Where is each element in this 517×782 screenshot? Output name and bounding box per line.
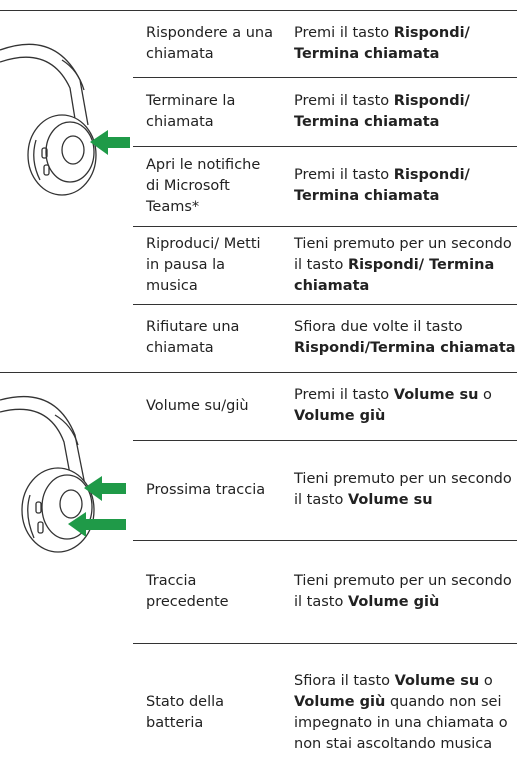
instruction-cell: Tieni premuto per un secondo il tasto Vo… xyxy=(294,440,516,540)
text: Sfiora il tasto xyxy=(294,672,395,689)
action-text: Traccia precedente xyxy=(146,572,229,610)
headset-illustration xyxy=(0,396,126,553)
bold-text: Volume su xyxy=(347,492,433,508)
instruction-cell: Premi il tasto Rispondi/ Termina chiamat… xyxy=(294,146,516,226)
text: Premi il tasto xyxy=(294,167,394,183)
row-rule xyxy=(133,146,517,147)
instruction-cell: Premi il tasto Rispondi/ Termina chiamat… xyxy=(294,77,516,146)
instruction-text: Tieni premuto per un secondo il tasto Vo… xyxy=(294,571,516,613)
instruction-text: Premi il tasto Rispondi/ Termina chiamat… xyxy=(294,91,516,133)
text: quando non sei impegnato in una chiamata… xyxy=(294,693,513,752)
instruction-cell: Tieni premuto per un secondo il tasto Vo… xyxy=(294,540,516,643)
action-cell: Traccia precedente xyxy=(146,540,274,643)
action-cell: Rifiutare una chiamata xyxy=(146,304,274,372)
action-cell: Riproduci/ Metti in pausa la musica xyxy=(146,226,274,304)
row-rule xyxy=(133,304,517,305)
action-text: Stato della batteria xyxy=(146,693,225,731)
instruction-text: Tieni premuto per un secondo il tasto Vo… xyxy=(294,469,516,511)
instruction-cell: Premi il tasto Volume su o Volume giù xyxy=(294,372,516,440)
text: o xyxy=(479,672,498,689)
action-text: Riproduci/ Metti in pausa la musica xyxy=(146,235,261,294)
action-cell: Prossima traccia xyxy=(146,440,274,540)
text: Premi il tasto xyxy=(294,92,394,109)
action-cell: Rispondere a una chiamata xyxy=(146,10,274,77)
action-text: Terminare la chiamata xyxy=(146,92,236,130)
action-text: Prossima traccia xyxy=(146,481,266,498)
headset-illustration xyxy=(0,43,130,196)
instruction-text: Sfiora il tasto Volume su o Volume giù q… xyxy=(294,671,516,755)
action-cell: Stato della batteria xyxy=(146,643,274,782)
row-rule xyxy=(133,643,517,644)
section-rule xyxy=(0,10,517,11)
bold-text: Volume su xyxy=(393,387,479,403)
text: Premi il tasto xyxy=(294,387,394,403)
instruction-cell: Tieni premuto per un secondo il tasto Ri… xyxy=(294,226,516,304)
instruction-text: Premi il tasto Volume su o Volume giù xyxy=(294,385,516,427)
action-cell: Apri le notifiche di Microsoft Teams* xyxy=(146,146,274,226)
action-text: Volume su/giù xyxy=(146,397,249,414)
bold-text: Volume giù xyxy=(347,593,440,610)
instruction-text: Sfiora due volte il tasto Rispondi/Termi… xyxy=(294,317,516,359)
action-text: Rispondere a una chiamata xyxy=(146,24,273,62)
bold-text: Rispondi/ Termina chiamata xyxy=(294,167,475,204)
bold-text: Volume giù xyxy=(294,408,386,424)
row-rule xyxy=(133,540,517,541)
instruction-cell: Sfiora due volte il tasto Rispondi/Termi… xyxy=(294,304,516,372)
bold-text: Rispondi/Termina chiamata xyxy=(294,340,516,356)
bold-text: Rispondi/ Termina chiamata xyxy=(294,256,500,294)
row-rule xyxy=(133,226,517,227)
text: o xyxy=(478,387,497,403)
section-rule xyxy=(0,372,517,373)
row-rule xyxy=(133,440,517,441)
action-cell: Volume su/giù xyxy=(146,372,274,440)
bold-text: Volume giù xyxy=(294,693,386,710)
action-text: Apri le notifiche di Microsoft Teams* xyxy=(146,156,261,215)
instruction-text: Premi il tasto Rispondi/ Termina chiamat… xyxy=(294,23,516,65)
text: Tieni premuto per un secondo il tasto xyxy=(294,572,517,610)
instruction-cell: Premi il tasto Rispondi/ Termina chiamat… xyxy=(294,10,516,77)
text: Tieni premuto per un secondo il tasto xyxy=(294,235,517,273)
action-cell: Terminare la chiamata xyxy=(146,77,274,146)
bold-text: Rispondi/ Termina chiamata xyxy=(294,92,475,130)
text: Tieni premuto per un secondo il tasto xyxy=(294,471,517,508)
instruction-text: Tieni premuto per un secondo il tasto Ri… xyxy=(294,234,516,297)
row-rule xyxy=(133,77,517,78)
instruction-cell: Sfiora il tasto Volume su o Volume giù q… xyxy=(294,643,516,782)
bold-text: Volume su xyxy=(394,672,480,689)
text: Sfiora due volte il tasto xyxy=(294,319,468,335)
action-text: Rifiutare una chiamata xyxy=(146,319,240,356)
instruction-text: Premi il tasto Rispondi/ Termina chiamat… xyxy=(294,165,516,207)
text: Premi il tasto xyxy=(294,24,394,41)
bold-text: Rispondi/ Termina chiamata xyxy=(294,24,475,62)
